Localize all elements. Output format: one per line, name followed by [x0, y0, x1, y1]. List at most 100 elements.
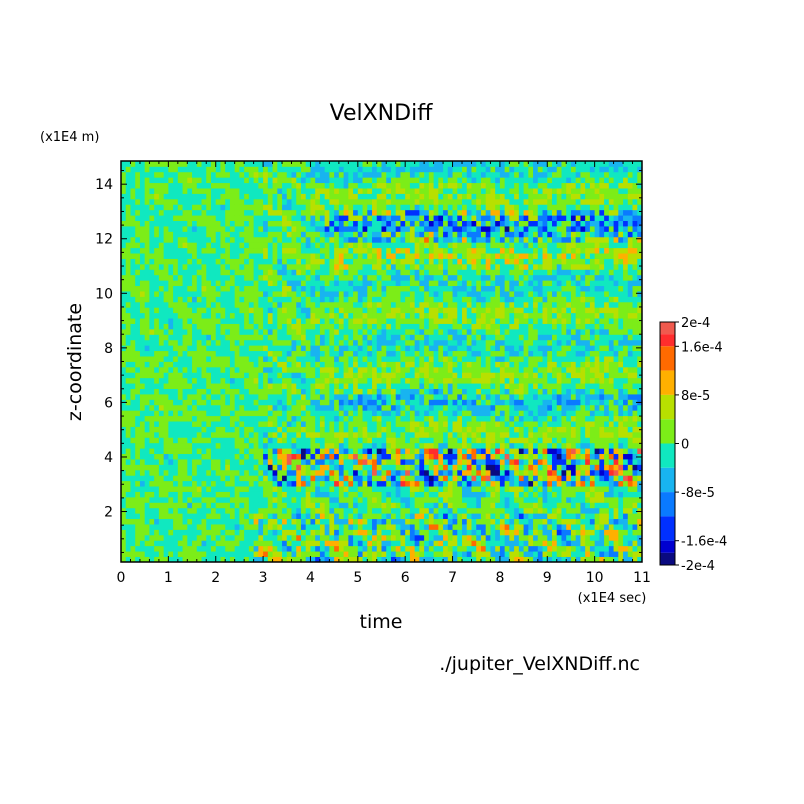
heatmap-cell — [428, 469, 434, 476]
heatmap-cell — [125, 464, 131, 471]
heatmap-cell — [282, 361, 288, 368]
heatmap-cell — [357, 486, 363, 492]
heatmap-cell — [125, 529, 131, 536]
heatmap-cell — [277, 545, 283, 552]
heatmap-cell — [234, 356, 240, 362]
heatmap-cell — [419, 437, 425, 444]
heatmap-cell — [244, 345, 250, 352]
heatmap-cell — [253, 442, 259, 449]
heatmap-cell — [244, 226, 250, 232]
heatmap-cell — [154, 480, 160, 487]
heatmap-cell — [215, 437, 221, 444]
heatmap-cell — [239, 513, 245, 520]
heatmap-cell — [229, 356, 236, 362]
heatmap-cell — [139, 388, 146, 395]
heatmap-cell — [263, 198, 269, 205]
heatmap-cell — [158, 540, 165, 547]
heatmap-cell — [253, 415, 259, 422]
heatmap-cell — [386, 350, 392, 357]
heatmap-cell — [291, 334, 297, 341]
heatmap-cell — [428, 166, 434, 173]
heatmap-cell — [324, 410, 330, 417]
heatmap-cell — [343, 534, 349, 541]
heatmap-cell — [372, 377, 378, 384]
heatmap-cell — [348, 198, 354, 205]
heatmap-cell — [343, 231, 349, 238]
heatmap-cell — [433, 437, 439, 444]
heatmap-cell — [149, 475, 155, 482]
heatmap-cell — [182, 383, 188, 389]
heatmap-cell — [362, 383, 368, 389]
heatmap-cell — [149, 263, 155, 270]
heatmap-cell — [263, 231, 269, 238]
heatmap-cell — [196, 534, 202, 541]
heatmap-cell — [239, 171, 245, 178]
heatmap-cell — [395, 242, 401, 249]
heatmap-cell — [234, 226, 240, 232]
heatmap-cell — [386, 269, 392, 276]
heatmap-cell — [338, 540, 345, 547]
heatmap-cell — [182, 431, 188, 438]
heatmap-cell — [187, 231, 193, 238]
heatmap-cell — [362, 166, 368, 173]
heatmap-cell — [362, 361, 368, 368]
heatmap-cell — [168, 453, 174, 460]
heatmap-cell — [353, 236, 359, 243]
heatmap-cell — [362, 269, 368, 276]
heatmap-cell — [310, 388, 316, 395]
heatmap-cell — [239, 469, 245, 476]
heatmap-cell — [154, 507, 160, 514]
heatmap-cell — [144, 339, 150, 346]
heatmap-cell — [428, 280, 434, 287]
heatmap-cell — [300, 193, 307, 200]
heatmap-cell — [187, 410, 193, 417]
heatmap-cell — [343, 496, 349, 503]
heatmap-cell — [149, 171, 155, 178]
heatmap-cell — [390, 556, 397, 562]
heatmap-cell — [201, 513, 207, 520]
heatmap-cell — [433, 209, 439, 216]
heatmap-cell — [258, 307, 264, 314]
heatmap-cell — [272, 486, 278, 492]
heatmap-cell — [405, 334, 411, 341]
heatmap-cell — [315, 377, 321, 384]
heatmap-cell — [182, 339, 188, 346]
heatmap-cell — [163, 171, 169, 178]
heatmap-cell — [163, 464, 169, 471]
heatmap-cell — [248, 410, 255, 417]
heatmap-cell — [329, 426, 335, 433]
heatmap-cell — [196, 307, 202, 314]
heatmap-cell — [139, 459, 146, 465]
heatmap-cell — [125, 269, 131, 276]
heatmap-cell — [154, 459, 160, 465]
heatmap-cell — [329, 161, 335, 167]
heatmap-cell — [300, 296, 307, 303]
heatmap-cell — [121, 204, 127, 211]
heatmap-cell — [291, 372, 297, 379]
heatmap-cell — [428, 534, 434, 541]
heatmap-cell — [206, 366, 212, 373]
heatmap-cell — [348, 529, 354, 536]
heatmap-cell — [409, 318, 416, 324]
heatmap-cell — [428, 263, 434, 270]
heatmap-cell — [130, 236, 136, 243]
heatmap-cell — [428, 269, 434, 276]
heatmap-cell — [158, 421, 165, 427]
heatmap-cell — [263, 448, 269, 455]
heatmap-cell — [225, 377, 231, 384]
heatmap-cell — [239, 334, 245, 341]
heatmap-cell — [414, 404, 420, 411]
heatmap-cell — [433, 198, 439, 205]
heatmap-cell — [324, 534, 330, 541]
heatmap-cell — [353, 258, 359, 265]
heatmap-cell — [277, 177, 283, 184]
heatmap-cell — [253, 410, 259, 417]
heatmap-cell — [177, 421, 183, 427]
heatmap-cell — [258, 231, 264, 238]
heatmap-cell — [225, 437, 231, 444]
heatmap-cell — [187, 469, 193, 476]
heatmap-cell — [300, 312, 307, 319]
heatmap-cell — [348, 551, 354, 557]
heatmap-cell — [121, 486, 127, 492]
heatmap-cell — [343, 188, 349, 194]
